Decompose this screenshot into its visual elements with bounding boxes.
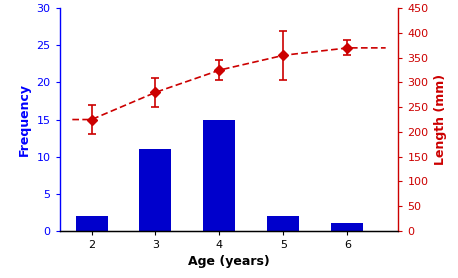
Bar [203,120,235,231]
X-axis label: Age (years): Age (years) [188,255,270,268]
Y-axis label: Length (mm): Length (mm) [434,74,447,165]
Bar [267,216,300,231]
Bar [331,223,363,231]
Bar [140,149,171,231]
Bar [76,216,108,231]
Y-axis label: Frequency: Frequency [18,83,31,156]
